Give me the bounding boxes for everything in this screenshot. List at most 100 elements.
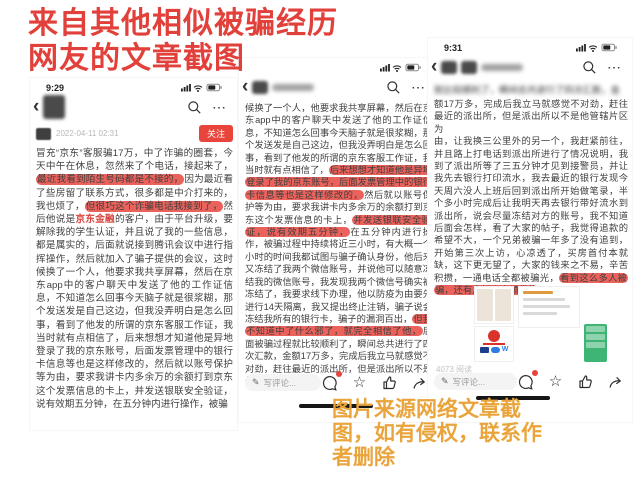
post-timestamp: 2022-04-11 02:31 bbox=[56, 129, 119, 138]
home-indicator[interactable] bbox=[476, 396, 550, 400]
status-bar bbox=[239, 58, 436, 74]
top-annotation-line2: 网友的文章截图 bbox=[28, 42, 245, 75]
wifi-icon bbox=[392, 65, 402, 70]
body-text: 因为最近看了些房留了联系方式，很多都是中介打来的，我也烦了， bbox=[36, 174, 234, 212]
post-body: 额17万多，完成后我立马就感觉不对劲，赶往最近的派出所，但是派出所以不是他管辖片… bbox=[434, 98, 628, 297]
body-text: 冒充“京东”客服骗17万，中了诈骗的圈套，今天中午在休息，忽然来了个电话，接起来… bbox=[36, 148, 233, 173]
back-icon[interactable]: ‹ bbox=[431, 56, 438, 77]
body-text: 的客户，由于平台升级，要解除我的学生认证，并且说了我的一些信息，都是属实的，后面… bbox=[36, 214, 234, 410]
attachment-screenshots[interactable] bbox=[474, 286, 514, 324]
back-icon[interactable]: ‹ bbox=[242, 76, 249, 97]
status-bar: 9:29 bbox=[30, 78, 237, 94]
censored-text-line: 就比较顺利了，瞬间总共进行了四次汇款，金 bbox=[434, 85, 620, 95]
battery-icon bbox=[405, 63, 421, 72]
author-avatar bbox=[36, 127, 51, 140]
comment-count-icon[interactable] bbox=[517, 370, 538, 390]
body-text: 由，让我换三公里外的另一个，我赶紧前往，并且路上打电话到派出所进行了情况说明，我… bbox=[434, 136, 628, 283]
status-time: 9:31 bbox=[444, 42, 463, 53]
comment-input[interactable]: ✎ 写评论... bbox=[434, 373, 517, 390]
status-icons bbox=[576, 43, 617, 52]
comment-bar: ✎ 写评论... ☆ bbox=[245, 371, 432, 391]
nav-bar: ‹ ⋯ bbox=[428, 54, 632, 80]
top-annotation: 来自其他相似被骗经历 网友的文章截图 bbox=[28, 6, 338, 76]
share-icon[interactable] bbox=[411, 374, 428, 391]
notification-badge bbox=[336, 371, 342, 377]
nav-bar: ‹ ⋯ bbox=[239, 74, 436, 100]
top-annotation-line1: 来自其他相似被骗经历 bbox=[28, 7, 338, 40]
screenshot-2: ‹ ⋯ 候换了一个人，他要求我共享屏幕，然后在京东app中的客户聊天中发送了他的… bbox=[239, 58, 436, 422]
attached-images: W bbox=[474, 286, 626, 364]
body-text: 额17万多，完成后我立马就感觉不对劲，赶往最近的派出所，但是派出所以不是他管辖片… bbox=[434, 99, 628, 134]
comment-placeholder: 写评论... bbox=[263, 377, 297, 388]
follow-button[interactable]: 关注 bbox=[198, 125, 233, 142]
more-icon[interactable]: ⋯ bbox=[411, 78, 426, 95]
attachment-logo-card[interactable]: W bbox=[474, 326, 514, 362]
battery-icon bbox=[601, 43, 617, 52]
comment-placeholder: 写评论... bbox=[452, 376, 486, 387]
green-row bbox=[586, 326, 605, 332]
author-avatar-2 bbox=[461, 60, 478, 74]
more-icon[interactable]: ⋯ bbox=[212, 98, 227, 115]
body-text: 然后就以账号保护等为由，要求我讲卡内多余万的余额打到京东这个发票信息的卡上， bbox=[245, 189, 432, 225]
back-icon[interactable]: ‹ bbox=[33, 96, 40, 117]
author-name-blurred bbox=[481, 63, 524, 71]
more-icon[interactable]: ⋯ bbox=[607, 58, 622, 75]
status-bar: 9:31 bbox=[428, 38, 632, 54]
search-icon[interactable] bbox=[386, 80, 401, 95]
wifi-dot bbox=[396, 70, 398, 72]
signal-icon bbox=[181, 84, 191, 92]
status-time: 9:29 bbox=[46, 82, 65, 93]
notification-badge bbox=[532, 370, 538, 376]
collect-star-icon[interactable]: ☆ bbox=[352, 374, 367, 391]
post-body: 候换了一个人，他要求我共享屏幕，然后在京东app中的客户聊天中发送了他的工作证信… bbox=[245, 102, 433, 387]
wifi-icon bbox=[588, 45, 598, 50]
chat-line bbox=[523, 312, 557, 315]
alipay-icon bbox=[490, 347, 500, 353]
home-indicator[interactable] bbox=[299, 404, 373, 408]
marker-highlight: 但很巧这个诈骗电话我接到了， bbox=[84, 200, 224, 212]
thumbnail bbox=[495, 289, 511, 321]
attachment-payment-screenshot[interactable] bbox=[584, 324, 607, 362]
body-text: 在五分钟内进行操作，被骗过程中持续将近三小时，有大概一个小时的时间我都试图与骗子… bbox=[245, 227, 432, 324]
collect-star-icon[interactable]: ☆ bbox=[548, 373, 563, 390]
pencil-icon: ✎ bbox=[441, 376, 449, 386]
credit-line2: 图，如有侵权，联系作 bbox=[332, 422, 542, 445]
wallet-icon: W bbox=[501, 346, 509, 353]
red-keyword: 京东金融 bbox=[75, 214, 115, 226]
comment-input[interactable]: ✎ 写评论... bbox=[245, 374, 321, 391]
author-name-blurred bbox=[272, 83, 315, 91]
thumbnail bbox=[477, 289, 493, 321]
screenshot-1: 9:29 ‹ bbox=[30, 78, 237, 430]
thumbs-up-icon[interactable] bbox=[381, 374, 398, 391]
wifi-dot bbox=[592, 50, 594, 52]
wifi-dot bbox=[197, 90, 199, 92]
signal-icon bbox=[380, 64, 390, 72]
battery-icon bbox=[206, 83, 222, 92]
chat-line bbox=[523, 298, 565, 301]
nav-bar: ‹ ⋯ bbox=[30, 94, 237, 120]
comment-bar: ✎ 写评论... ☆ bbox=[434, 370, 628, 390]
comment-count-icon[interactable] bbox=[321, 371, 342, 391]
avatar bbox=[43, 95, 66, 119]
screenshot-3: 9:31 ‹ bbox=[428, 38, 632, 422]
search-icon[interactable] bbox=[187, 100, 202, 115]
green-row bbox=[586, 342, 605, 348]
post-meta: 2022-04-11 02:31 关注 bbox=[30, 120, 237, 144]
share-icon[interactable] bbox=[607, 373, 624, 390]
pencil-icon: ✎ bbox=[252, 377, 260, 387]
logo-caption-blur bbox=[483, 343, 505, 345]
body-text: 候换了一个人，他要求我共享屏幕，然后在京东app中的客户聊天中发送了他的工作证信… bbox=[245, 103, 432, 176]
status-icons bbox=[380, 63, 421, 72]
signal-icon bbox=[576, 44, 586, 52]
credit-line3: 者删除 bbox=[332, 446, 395, 469]
chat-line bbox=[523, 305, 570, 308]
attachment-chat-screenshot[interactable] bbox=[518, 286, 580, 328]
unionpay-icon bbox=[479, 347, 489, 353]
read-count: 4073 阅读 bbox=[436, 365, 473, 374]
author-avatar bbox=[252, 80, 269, 94]
thumbs-up-icon[interactable] bbox=[577, 373, 594, 390]
status-icons bbox=[181, 83, 222, 92]
search-icon[interactable] bbox=[582, 60, 597, 75]
bottom-credit-annotation: 图片来源网络文章截 图，如有侵权，联系作 者删除 bbox=[332, 398, 542, 470]
